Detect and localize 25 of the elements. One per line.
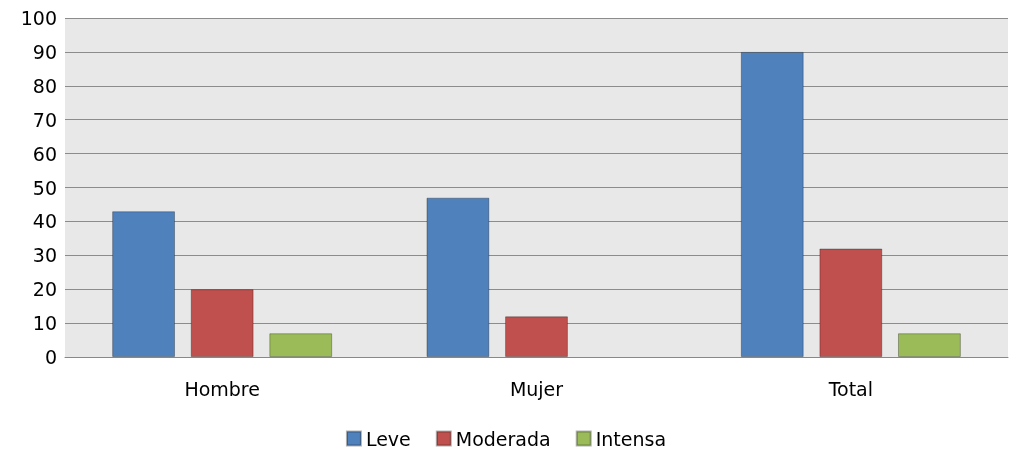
y-tick-label: 80: [32, 74, 57, 97]
legend-label: Moderada: [455, 427, 551, 450]
bar: [112, 211, 176, 357]
bar: [897, 333, 961, 357]
legend-label: Intensa: [595, 427, 667, 450]
bar: [426, 197, 490, 357]
bar: [505, 316, 568, 357]
y-tick-label: 30: [32, 244, 57, 267]
bar: [190, 289, 254, 357]
y-tick-label: 90: [32, 40, 57, 63]
bar: [740, 51, 804, 357]
bar: [819, 248, 883, 357]
y-tick-label: 60: [32, 142, 57, 165]
legend-label: Leve: [365, 427, 411, 450]
y-tick-label: 20: [32, 278, 57, 301]
x-tick-label: Hombre: [184, 377, 260, 400]
y-tick-label: 50: [32, 176, 57, 199]
bar: [269, 333, 333, 357]
y-tick-label: 10: [32, 312, 57, 335]
y-tick-label: 0: [44, 346, 57, 368]
y-tick-label: 40: [32, 210, 57, 233]
y-tick-label: 70: [32, 108, 57, 131]
x-tick-label: Mujer: [509, 377, 564, 400]
x-tick-label: Total: [827, 377, 874, 400]
y-tick-label: 100: [20, 7, 57, 29]
